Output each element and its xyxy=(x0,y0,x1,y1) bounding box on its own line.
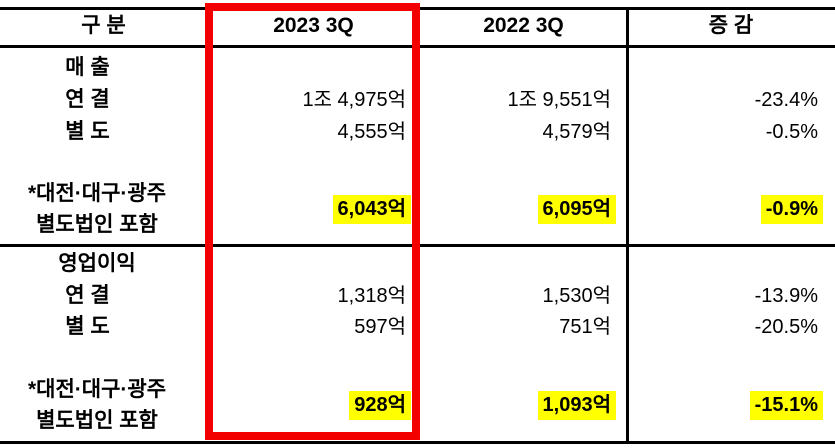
footnote-label-line1: *대전·대구·광주 xyxy=(27,377,167,401)
col-header-category: 구 분 xyxy=(81,14,126,37)
value-change: -13.9% xyxy=(754,285,818,307)
value-2023-3q: 597억 xyxy=(354,316,406,338)
row-revenue-separate: 별 도 4,555억 4,579억 -0.5% xyxy=(0,117,835,147)
header-row: 구 분 2023 3Q 2022 3Q 증 감 xyxy=(0,11,835,41)
footnote-label: *대전·대구·광주 별도법인 포함 xyxy=(0,374,207,436)
footnote-label-line2: 별도법인 포함 xyxy=(36,212,158,236)
value-2023-3q: 1,318억 xyxy=(337,285,406,307)
row-label: 별 도 xyxy=(65,315,110,338)
value-2023-3q: 1조 4,975억 xyxy=(302,89,406,111)
row-label: 연 결 xyxy=(65,88,110,111)
row-revenue-footnote: *대전·대구·광주 별도법인 포함 6,043억 6,095억 -0.9% xyxy=(0,177,835,240)
col-header-2023-3q: 2023 3Q xyxy=(273,14,354,37)
footnote-label-line1: *대전·대구·광주 xyxy=(27,181,167,205)
row-label: 별 도 xyxy=(65,120,110,143)
column-divider xyxy=(626,7,629,444)
highlighted-value-2022-3q: 1,093억 xyxy=(537,390,616,420)
value-2023-3q: 4,555억 xyxy=(337,121,406,143)
highlighted-value-2022-3q: 6,095억 xyxy=(537,194,616,224)
red-emphasis-box xyxy=(205,3,420,440)
value-2022-3q: 751억 xyxy=(559,316,611,338)
footnote-label: *대전·대구·광주 별도법인 포함 xyxy=(0,178,207,240)
section-title-operating-profit: 영업이익 xyxy=(58,252,136,275)
value-2022-3q: 1조 9,551억 xyxy=(507,89,611,111)
value-change: -0.5% xyxy=(765,121,818,143)
highlighted-value-2023-3q: 6,043억 xyxy=(332,194,411,224)
highlighted-value-2023-3q: 928억 xyxy=(349,390,411,420)
row-label: 연 결 xyxy=(65,284,110,307)
row-op-separate: 별 도 597억 751억 -20.5% xyxy=(0,312,835,342)
highlighted-value-change: -15.1% xyxy=(749,390,823,420)
col-header-change: 증 감 xyxy=(708,14,754,37)
highlighted-value-change: -0.9% xyxy=(760,194,823,224)
value-2022-3q: 1,530억 xyxy=(542,285,611,307)
col-header-2022-3q: 2022 3Q xyxy=(483,14,564,37)
row-op-consolidated: 연 결 1,318억 1,530억 -13.9% xyxy=(0,281,835,311)
section-title-row-revenue: 매 출 xyxy=(0,53,835,83)
section-title-row-operating-profit: 영업이익 xyxy=(0,249,835,279)
footnote-label-line2: 별도법인 포함 xyxy=(36,408,158,432)
value-2022-3q: 4,579억 xyxy=(542,121,611,143)
row-op-footnote: *대전·대구·광주 별도법인 포함 928억 1,093억 -15.1% xyxy=(0,373,835,436)
section-title-revenue: 매 출 xyxy=(65,56,110,79)
value-change: -23.4% xyxy=(754,89,818,111)
row-revenue-consolidated: 연 결 1조 4,975억 1조 9,551억 -23.4% xyxy=(0,85,835,115)
table-bottom-border xyxy=(0,441,835,444)
value-change: -20.5% xyxy=(754,316,818,338)
